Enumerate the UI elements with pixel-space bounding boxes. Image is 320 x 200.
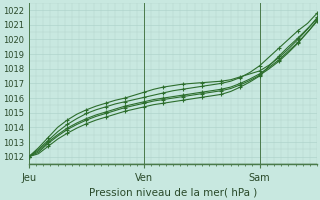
X-axis label: Pression niveau de la mer( hPa ): Pression niveau de la mer( hPa ) <box>89 187 257 197</box>
